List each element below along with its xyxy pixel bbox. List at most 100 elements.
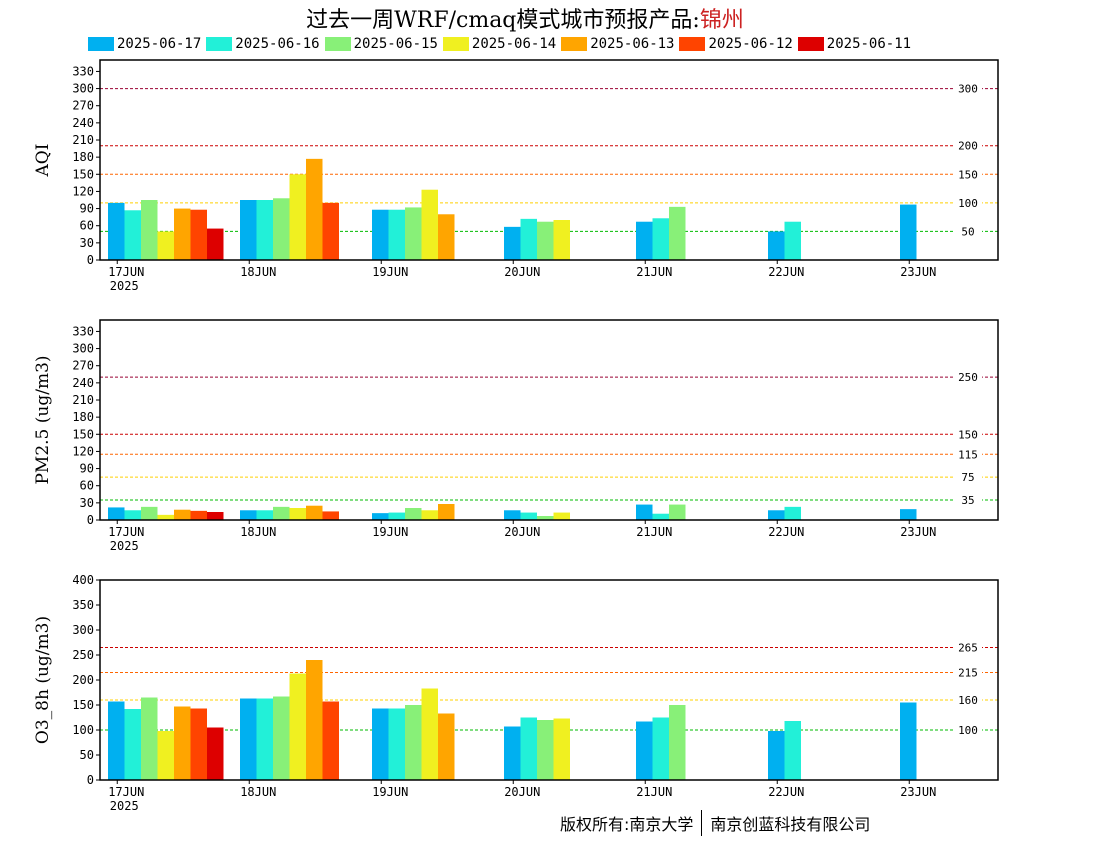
bar: [124, 709, 141, 780]
bar: [669, 705, 686, 780]
legend-swatch: [88, 37, 114, 51]
bar: [190, 209, 207, 260]
bar: [306, 505, 323, 520]
x-tick-label: 21JUN: [636, 525, 672, 539]
y-tick-label: 300: [72, 342, 94, 356]
y-tick-label: 330: [72, 324, 94, 338]
bar: [289, 174, 306, 260]
x-tick-label: 21JUN: [636, 265, 672, 279]
legend-label: 2025-06-12: [708, 36, 793, 52]
threshold-label: 150: [958, 168, 978, 181]
bar: [504, 726, 521, 780]
threshold-label-bg: [954, 372, 982, 383]
bar: [174, 208, 191, 260]
x-tick-label: 19JUN: [372, 785, 408, 799]
y-tick-label: 210: [72, 393, 94, 407]
threshold-label-bg: [954, 695, 982, 705]
threshold-label: 35: [961, 494, 974, 507]
bar: [537, 221, 554, 260]
bar: [322, 202, 339, 260]
chart-panel: 300 200 150 100 50 0 30 60 90 120 150 180 210 240 270 3…: [33, 59, 999, 293]
threshold-label-bg: [954, 725, 982, 735]
title-city: 锦州: [699, 8, 744, 33]
bar: [306, 660, 323, 780]
y-tick-label: 350: [72, 598, 94, 612]
bar: [108, 701, 125, 780]
bar: [141, 200, 158, 260]
y-tick-label: 90: [80, 462, 94, 476]
bar: [520, 512, 537, 520]
x-tick-label: 23JUN: [900, 265, 936, 279]
legend-swatch: [561, 37, 588, 51]
y-tick-label: 100: [72, 723, 94, 737]
bar: [141, 697, 158, 780]
threshold-label: 50: [961, 225, 974, 238]
y-tick-label: 330: [72, 64, 94, 78]
bar: [784, 221, 801, 260]
bar: [900, 509, 917, 520]
bar: [190, 510, 207, 520]
bar: [372, 708, 389, 780]
bar: [900, 204, 917, 260]
legend-item: 2025-06-11: [797, 35, 911, 53]
bar: [504, 510, 521, 520]
x-tick-label: 17JUN: [108, 525, 144, 539]
y-tick-label: 180: [72, 410, 94, 424]
y-tick-label: 30: [80, 496, 94, 510]
threshold-label-bg: [954, 472, 982, 483]
y-tick-label: 30: [80, 236, 94, 250]
x-tick-label: 19JUN: [372, 265, 408, 279]
bar: [322, 511, 339, 520]
bar: [207, 727, 224, 780]
footer-divider: [701, 810, 703, 836]
threshold-label: 100: [958, 197, 978, 210]
threshold-label: 300: [958, 83, 978, 96]
y-tick-label: 210: [72, 133, 94, 147]
title-prefix: 过去一周WRF/cmaq模式城市预报产品:: [306, 8, 700, 33]
bar: [553, 220, 570, 260]
y-tick-label: 240: [72, 116, 94, 130]
bar: [240, 200, 257, 260]
x-tick-label: 20JUN: [504, 785, 540, 799]
x-tick-label: 20JUN: [504, 525, 540, 539]
threshold-label: 250: [958, 371, 978, 384]
threshold-label-bg: [954, 83, 982, 94]
x-tick-label: 17JUN: [108, 265, 144, 279]
x-year-label: 2025: [110, 279, 139, 293]
bar: [190, 708, 207, 780]
x-tick-label: 20JUN: [504, 265, 540, 279]
x-tick-label: 18JUN: [240, 265, 276, 279]
bar: [388, 209, 405, 260]
bar: [784, 506, 801, 520]
bar: [900, 702, 917, 780]
legend-label: 2025-06-16: [235, 36, 320, 52]
y-axis-label: PM2.5 (ug/m3): [33, 355, 53, 484]
legend-swatch: [442, 37, 469, 51]
bar: [405, 705, 422, 780]
threshold-label: 160: [958, 694, 978, 707]
bar: [438, 214, 455, 260]
threshold-label-bg: [954, 429, 982, 440]
bar: [438, 504, 455, 520]
bar: [669, 504, 686, 520]
bar: [174, 509, 191, 520]
bar: [124, 510, 141, 520]
y-tick-label: 180: [72, 150, 94, 164]
bar: [421, 688, 438, 780]
bar: [636, 504, 653, 520]
plot-frame: [99, 59, 999, 261]
x-tick-label: 19JUN: [372, 525, 408, 539]
bar: [421, 189, 438, 260]
bar: [652, 717, 669, 780]
legend-swatch: [324, 37, 351, 51]
legend-label: 2025-06-15: [353, 36, 438, 52]
threshold-label-bg: [954, 226, 982, 237]
legend-item: 2025-06-17: [88, 35, 201, 53]
bar: [207, 512, 224, 520]
bar: [537, 720, 554, 780]
x-tick-label: 22JUN: [768, 265, 804, 279]
bar: [289, 673, 306, 780]
threshold-label: 215: [958, 667, 978, 680]
bar: [553, 512, 570, 520]
